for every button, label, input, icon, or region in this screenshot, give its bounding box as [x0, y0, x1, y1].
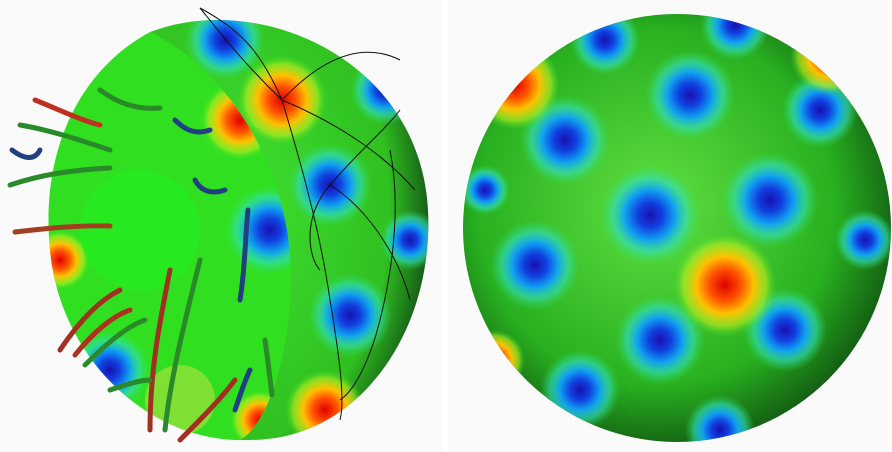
stream-tubes: [7, 87, 275, 443]
field-lines: [199, 7, 416, 421]
